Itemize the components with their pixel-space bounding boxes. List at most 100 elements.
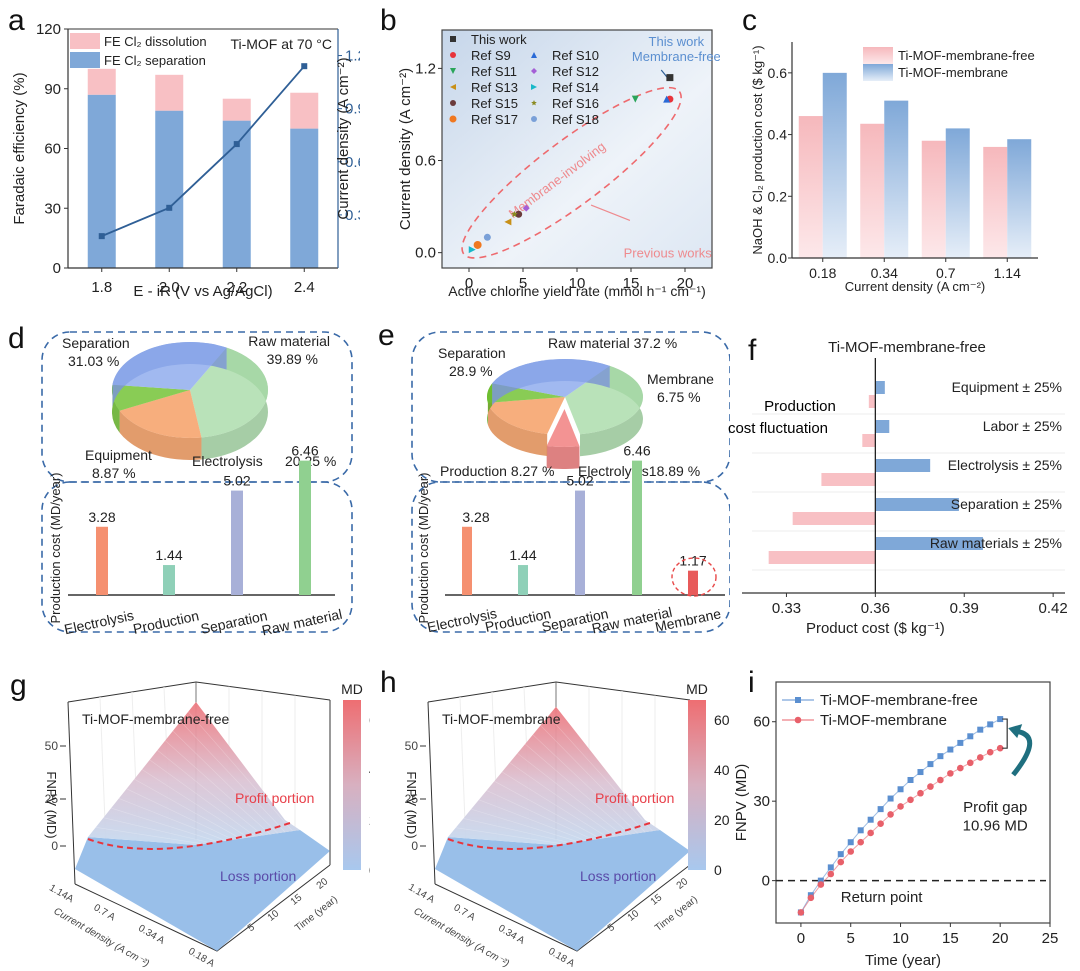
- surface-mesh-line: [126, 788, 234, 840]
- bar-dissolution: [222, 98, 251, 121]
- z-tick-label: 0: [411, 839, 418, 853]
- legend-label-separation: FE Cl₂ separation: [104, 53, 206, 68]
- data-point: [522, 204, 530, 212]
- x-tick-label: 2.0: [159, 279, 180, 296]
- bar-separation: [87, 94, 116, 268]
- category-label: Electrolysis ± 25%: [948, 457, 1062, 473]
- bar-minus: [792, 512, 876, 525]
- category-label: Raw materials ± 25%: [930, 535, 1062, 551]
- legend-label: Ti-MOF-membrane: [820, 712, 947, 729]
- cost-bar-value: 3.28: [88, 509, 115, 525]
- x-tick-label: 1.14A: [47, 883, 75, 906]
- data-point: [837, 858, 845, 866]
- legend-label: Ref S17: [471, 112, 518, 127]
- x-tick-label: 5: [519, 275, 527, 292]
- legend-label: Ref S15: [471, 96, 518, 111]
- surface-mesh-line: [471, 808, 579, 843]
- surface-mesh-line: [463, 818, 571, 844]
- cost-bar: [231, 490, 243, 595]
- y-tick-label: 1.2: [415, 60, 436, 77]
- x-tick-label: 25: [1042, 930, 1059, 947]
- cost-bar-value: 1.17: [679, 553, 706, 569]
- legend-label: This work: [471, 32, 527, 47]
- membrane-highlight-circle: [671, 557, 717, 597]
- y-axis-label: FNPV (MD): [733, 764, 750, 842]
- surface-mesh-line: [188, 711, 293, 832]
- x-tick-label: 0.18 A: [546, 946, 576, 970]
- legend-label: Ref S9: [471, 48, 511, 63]
- surface-mesh-line: [172, 730, 278, 834]
- y2-tick-label: 0.3: [345, 207, 360, 224]
- panel-i: i 0 5 10 15 20 25 0 30 60 Time (year) FNPV (MD) Ti-…: [733, 666, 1059, 969]
- y-tick-label: 0.6: [415, 153, 436, 170]
- pie-slice: [546, 408, 580, 447]
- colorbar-tick-label: 0: [369, 862, 370, 878]
- annotation-profit: Profit portion: [595, 790, 674, 806]
- x-tick-label: 0.34 A: [496, 923, 526, 947]
- pie-pct-separation: 28.9 %: [449, 363, 493, 379]
- legend-label: Ref S12: [552, 64, 599, 79]
- legend-marker: [795, 697, 801, 703]
- panel-b: b 0 5 10 15 20 0.0 0.6 1.2 Active chlorine yield…: [380, 4, 720, 299]
- bar-frame: [411, 481, 730, 633]
- y-tick-label: 0.4: [768, 127, 788, 143]
- y-tick-label: 30: [44, 200, 61, 217]
- chart-title: Ti-MOF-membrane-free: [828, 339, 986, 356]
- colorbar-tick-label: 60: [714, 712, 730, 728]
- break-even-line: [87, 822, 291, 850]
- bar-frame: [41, 481, 353, 633]
- bar-plus: [875, 537, 983, 550]
- annotation-temperature: Ti-MOF at 70 °C: [230, 36, 332, 52]
- box-left-edge: [67, 701, 76, 885]
- panel-label: h: [380, 666, 397, 699]
- x-axis-label: Current density (A cm⁻²): [845, 279, 986, 294]
- colorbar-tick-label: 40: [714, 762, 730, 778]
- z-tick-label: 25: [405, 792, 419, 806]
- data-point: [917, 789, 924, 797]
- bar-plus: [875, 420, 890, 433]
- legend-marker: [450, 52, 456, 58]
- loss-surface: [75, 830, 330, 951]
- pie-label-equipment: Equipment: [85, 447, 152, 463]
- legend-marker: [450, 84, 456, 90]
- cost-bar-value: 3.28: [462, 509, 489, 525]
- cost-bar-category: Raw material: [260, 606, 343, 639]
- y-tick-label: 10: [626, 908, 642, 924]
- legend-swatch-separation: [70, 52, 100, 68]
- break-even-line: [447, 822, 651, 850]
- current-density-line: [101, 65, 305, 237]
- colorbar-label: MD: [341, 681, 363, 697]
- data-point: [927, 783, 934, 790]
- x-axis-label: Product cost ($ kg⁻¹): [806, 620, 945, 637]
- box-left-edge: [427, 701, 436, 885]
- category-label: Labor ± 25%: [983, 418, 1062, 434]
- legend-marker: [450, 68, 456, 74]
- pie-label-raw-material: Raw material 37.2 %: [548, 335, 677, 351]
- cost-bar-category: Separation: [199, 607, 269, 637]
- data-point: [817, 877, 824, 884]
- bar-dissolution: [155, 74, 184, 111]
- data-point: [827, 870, 835, 878]
- loss-surface: [435, 830, 690, 951]
- x-axis-label: E - iR (V vs Ag/AgCl): [133, 283, 272, 300]
- panel-label: d: [8, 322, 25, 355]
- annotation-line: cost fluctuation: [728, 420, 828, 437]
- legend-marker: [531, 52, 537, 58]
- legend-marker: [531, 100, 537, 106]
- surface-mesh-line: [111, 807, 219, 843]
- data-point: [897, 803, 904, 810]
- annotation-line: Production: [764, 398, 836, 415]
- y-tick-label: 0.0: [415, 245, 436, 262]
- x-tick-label: 0: [797, 930, 805, 947]
- bar-membrane: [884, 100, 909, 258]
- pie-slice-side: [487, 402, 548, 456]
- data-point: [877, 820, 884, 827]
- pie-frame: [41, 331, 353, 483]
- x-tick-label: 0.34: [871, 265, 898, 281]
- colorbar-label: MD: [686, 681, 708, 697]
- data-point: [937, 776, 944, 784]
- category-label: Equipment ± 25%: [952, 379, 1062, 395]
- pie-label-membrane: Membrane: [647, 371, 714, 387]
- panel-label: e: [378, 319, 395, 352]
